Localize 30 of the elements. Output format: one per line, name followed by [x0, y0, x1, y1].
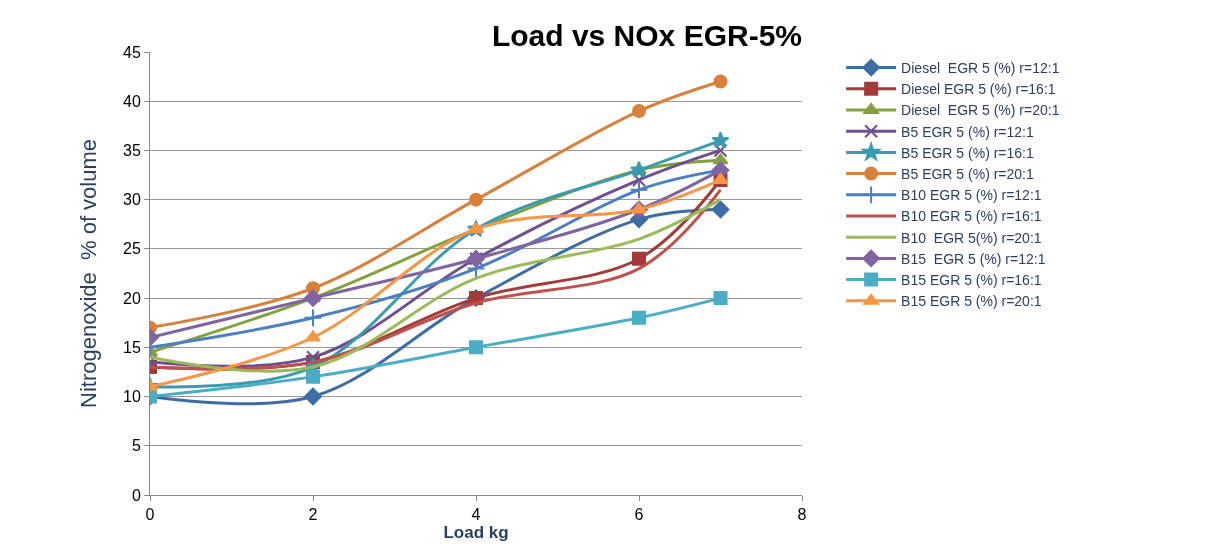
- legend-label: B15 EGR 5 (%) r=12:1: [901, 250, 1046, 267]
- x-tick-label: 2: [308, 506, 318, 524]
- x-tick-label: 4: [471, 506, 481, 524]
- y-axis-title: Nitrogenoxide % of volume: [75, 138, 101, 409]
- x-tick-label: 8: [797, 506, 807, 524]
- legend-label: B5 EGR 5 (%) r=20:1: [901, 166, 1034, 183]
- y-tick-label: 30: [123, 191, 141, 209]
- legend-label: B15 EGR 5 (%) r=16:1: [901, 272, 1042, 289]
- legend-label: Diesel EGR 5 (%) r=20:1: [901, 102, 1060, 119]
- y-tick-label: 20: [123, 289, 141, 307]
- legend-label: B10 EGR 5(%) r=20:1: [901, 229, 1042, 246]
- y-tick-label: 15: [123, 338, 141, 356]
- y-tick-label: 5: [131, 437, 141, 455]
- legend-label: Diesel EGR 5 (%) r=16:1: [901, 81, 1056, 98]
- y-tick-label: 25: [123, 240, 141, 258]
- y-tick-label: 0: [131, 486, 141, 504]
- x-tick-label: 6: [634, 506, 644, 524]
- y-tick-label: 45: [123, 43, 141, 61]
- legend-label: B5 EGR 5 (%) r=16:1: [901, 144, 1034, 161]
- legend-label: Diesel EGR 5 (%) r=12:1: [901, 60, 1060, 77]
- y-tick-label: 10: [123, 388, 141, 406]
- chart-title: Load vs NOx EGR-5%: [491, 18, 802, 52]
- y-tick-label: 35: [123, 142, 141, 160]
- x-tick-label: 0: [145, 506, 155, 524]
- y-tick-label: 40: [123, 92, 141, 110]
- legend-label: B5 EGR 5 (%) r=12:1: [901, 123, 1034, 140]
- legend-label: B10 EGR 5 (%) r=12:1: [901, 187, 1042, 204]
- legend-label: B15 EGR 5 (%) r=20:1: [901, 293, 1042, 310]
- x-axis-title: Load kg: [443, 523, 509, 543]
- legend-label: B10 EGR 5 (%) r=16:1: [901, 208, 1042, 225]
